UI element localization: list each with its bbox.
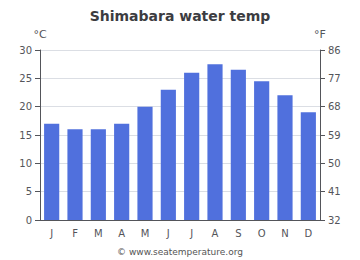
svg-text:15: 15 — [19, 130, 32, 141]
svg-text:A: A — [118, 228, 125, 239]
svg-text:© www.seatemperature.org: © www.seatemperature.org — [117, 247, 243, 257]
svg-text:D: D — [304, 228, 312, 239]
svg-text:A: A — [212, 228, 219, 239]
svg-text:°C: °C — [33, 28, 47, 41]
svg-text:41: 41 — [328, 186, 341, 197]
svg-text:50: 50 — [328, 158, 341, 169]
svg-text:M: M — [141, 228, 150, 239]
svg-text:5: 5 — [26, 186, 32, 197]
svg-text:32: 32 — [328, 215, 341, 226]
svg-text:30: 30 — [19, 45, 32, 56]
svg-text:20: 20 — [19, 101, 32, 112]
svg-text:Shimabara water temp: Shimabara water temp — [90, 8, 271, 24]
svg-text:86: 86 — [328, 45, 341, 56]
svg-text:F: F — [72, 228, 78, 239]
svg-text:0: 0 — [26, 215, 32, 226]
svg-text:O: O — [258, 228, 266, 239]
svg-text:77: 77 — [328, 73, 341, 84]
svg-text:59: 59 — [328, 130, 341, 141]
svg-text:J: J — [189, 228, 193, 239]
svg-text:25: 25 — [19, 73, 32, 84]
svg-text:M: M — [94, 228, 103, 239]
svg-text:J: J — [166, 228, 170, 239]
svg-text:°F: °F — [314, 28, 326, 41]
svg-text:10: 10 — [19, 158, 32, 169]
svg-text:N: N — [281, 228, 288, 239]
svg-text:S: S — [235, 228, 241, 239]
svg-text:68: 68 — [328, 101, 341, 112]
svg-text:J: J — [49, 228, 53, 239]
